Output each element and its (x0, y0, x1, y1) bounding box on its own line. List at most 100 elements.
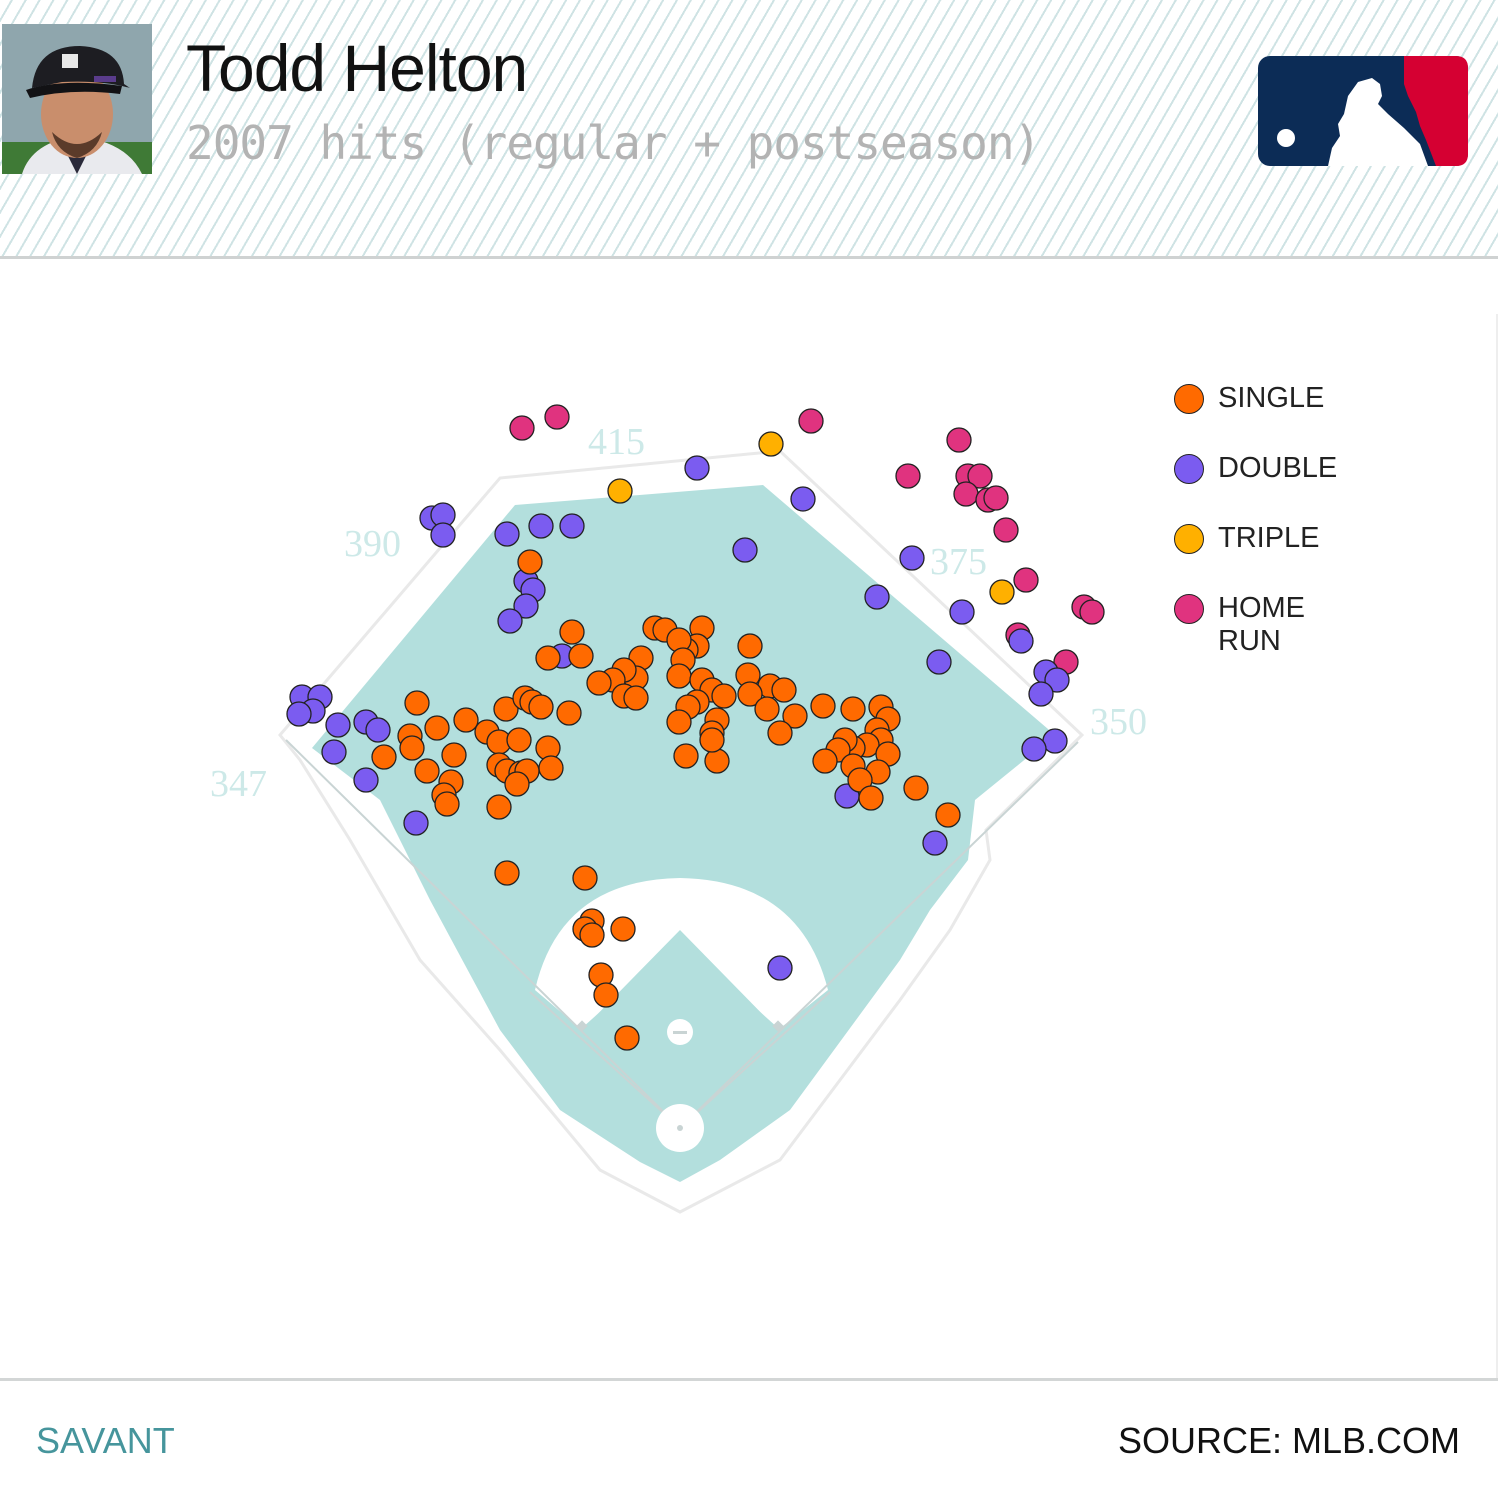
hit-point-home-run (993, 517, 1019, 543)
legend-swatch-triple (1174, 524, 1204, 554)
hit-point-single (610, 916, 636, 942)
hit-point-single (623, 685, 649, 711)
hit-point-single (666, 709, 692, 735)
hit-point-triple (758, 431, 784, 457)
hit-point-double (513, 593, 539, 619)
hit-point-home-run (798, 408, 824, 434)
baseline-right (679, 991, 831, 1129)
footer-divider (0, 1378, 1498, 1381)
hit-point-double (353, 767, 379, 793)
distance-label-center: 415 (588, 421, 645, 463)
hit-point-double (864, 584, 890, 610)
hit-point-double (767, 955, 793, 981)
hit-point-double (494, 521, 520, 547)
hit-point-single (441, 742, 467, 768)
hit-point-double (365, 717, 391, 743)
hit-point-single (614, 1025, 640, 1051)
hit-point-single (737, 681, 763, 707)
hit-point-double (325, 712, 351, 738)
hit-point-single (572, 865, 598, 891)
field-turf (312, 485, 1055, 1182)
hit-point-single (453, 707, 479, 733)
hit-point-single (538, 755, 564, 781)
footer-brand[interactable]: SAVANT (36, 1420, 175, 1461)
hit-point-double (922, 830, 948, 856)
header: Todd Helton 2007 hits (regular + postsea… (0, 0, 1498, 259)
distance-label-left-line: 347 (210, 763, 267, 805)
hit-point-double (497, 608, 523, 634)
hit-point-single (767, 720, 793, 746)
hit-point-single (517, 549, 543, 575)
hit-point-home-run (946, 427, 972, 453)
hit-point-single (535, 645, 561, 671)
chart-subtitle: 2007 hits (regular + postseason) (186, 116, 1041, 170)
hit-point-single (593, 982, 619, 1008)
hit-point-double (559, 513, 585, 539)
hit-point-home-run (967, 463, 993, 489)
hit-point-single (858, 785, 884, 811)
home-plate (677, 1125, 683, 1131)
footer-source: SOURCE: MLB.COM (1117, 1420, 1460, 1461)
legend-swatch-single (1174, 384, 1204, 414)
distance-label-left-center: 390 (344, 523, 401, 565)
hit-point-single (812, 748, 838, 774)
hit-point-single (528, 694, 554, 720)
hit-point-single (579, 922, 605, 948)
hit-point-home-run (1013, 567, 1039, 593)
hit-point-single (506, 727, 532, 753)
hit-point-single (782, 703, 808, 729)
hit-point-single (493, 696, 519, 722)
hit-points (286, 404, 1105, 1051)
hit-point-single (586, 670, 612, 696)
baseline-left (529, 991, 681, 1129)
hit-point-single (504, 771, 530, 797)
mlb-logo-icon (1258, 56, 1468, 166)
foul-line-left (285, 739, 681, 1129)
distance-label-right-line: 350 (1090, 701, 1147, 743)
hit-point-double (1021, 736, 1047, 762)
legend-swatch-double (1174, 454, 1204, 484)
hit-point-double (430, 522, 456, 548)
hit-point-home-run (983, 485, 1009, 511)
hit-point-single (771, 677, 797, 703)
hit-point-single (840, 696, 866, 722)
hit-point-double (899, 545, 925, 571)
hit-point-home-run (953, 481, 979, 507)
hit-point-single (903, 775, 929, 801)
legend-swatch-home-run (1174, 594, 1204, 624)
hit-point-home-run (1079, 599, 1105, 625)
hit-point-triple (989, 579, 1015, 605)
hit-point-single (711, 683, 737, 709)
hit-point-single (810, 693, 836, 719)
hit-point-single (486, 794, 512, 820)
hit-point-home-run (895, 463, 921, 489)
hit-point-double (1008, 628, 1034, 654)
hit-point-double (403, 810, 429, 836)
distance-label-right-center: 375 (930, 541, 987, 583)
hit-point-single (494, 860, 520, 886)
hit-point-double (790, 486, 816, 512)
hit-point-single (754, 696, 780, 722)
hit-point-double (321, 739, 347, 765)
chart-panel (0, 314, 1498, 1378)
legend-label-double: DOUBLE (1218, 452, 1338, 484)
player-headshot (2, 24, 152, 174)
hit-point-double (1044, 667, 1070, 693)
hit-point-single (737, 633, 763, 659)
hit-point-single (568, 643, 594, 669)
hit-point-double (684, 455, 710, 481)
legend-label-home-run: HOME RUN (1218, 592, 1305, 657)
hit-point-single (434, 791, 460, 817)
hit-point-double (926, 649, 952, 675)
third-base (576, 1020, 588, 1032)
foul-line-right (679, 741, 1079, 1129)
hit-point-home-run (509, 415, 535, 441)
hit-point-single (414, 758, 440, 784)
hit-point-single (404, 690, 430, 716)
first-base (772, 1020, 784, 1032)
legend-label-single: SINGLE (1218, 382, 1325, 414)
hit-point-single (699, 727, 725, 753)
hit-point-single (424, 715, 450, 741)
hit-point-single (371, 744, 397, 770)
outfield-wall-outline (278, 449, 1085, 1214)
